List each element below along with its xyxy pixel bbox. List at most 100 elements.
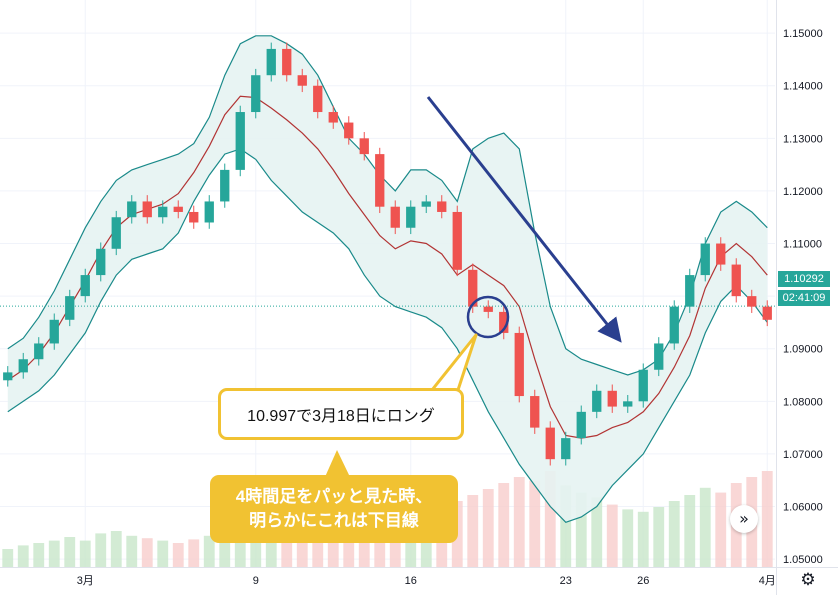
candle-body [747,296,757,307]
volume-bar [560,485,572,567]
candle-body [173,206,183,212]
candle-body [576,411,586,439]
candle-body [96,248,106,276]
volume-bar [622,509,634,567]
price-axis-border [776,0,777,595]
judgement-callout-line2: 明らかにこれは下目線 [249,511,419,530]
volume-bar [684,495,696,567]
y-tick-label: 1.07000 [783,449,823,461]
y-tick-label: 1.05000 [783,554,823,566]
judgement-callout-pointer [325,450,350,477]
candle-body [204,201,214,223]
volume-bar [219,531,231,567]
y-tick-label: 1.13000 [783,133,823,145]
y-tick-label: 1.12000 [783,186,823,198]
candle-body [111,217,121,249]
candle-body [80,275,90,297]
candle-body [700,243,710,276]
volume-bar [48,540,60,567]
candle-body [716,243,726,265]
volume-bar [64,537,76,567]
candle-body [685,275,695,307]
candle-body [18,359,28,373]
candle-body [390,206,400,228]
candle-body [127,201,137,218]
volume-bar [17,545,29,567]
candle-body [328,112,338,123]
judgement-callout: 4時間足をパッと見た時、 明らかにこれは下目線 [210,475,458,543]
volume-bar [157,540,169,567]
x-tick-label: 9 [253,575,259,587]
candle-body [142,201,152,218]
candle-body [235,112,245,170]
volume-bar [467,495,479,567]
volume-bar [234,526,246,567]
volume-bar [141,538,153,567]
gear-icon[interactable]: ⚙ [800,570,816,590]
y-tick-label: 1.09000 [783,344,823,356]
candle-body [158,206,168,218]
volume-bar [343,523,355,567]
volume-bar [312,531,324,567]
candle-body [282,48,292,76]
bar-countdown-tag: 02:41:09 [778,290,830,306]
judgement-callout-line1: 4時間足をパッと見た時、 [235,487,433,506]
candle-body [3,372,13,381]
volume-bar [482,489,494,567]
volume-bar [296,533,308,567]
downtrend-arrow [426,96,622,343]
candle-body [561,438,571,460]
candle-body [344,122,354,139]
candle-body [607,390,617,407]
bollinger-lower-line [7,148,768,523]
candle-body [359,138,369,155]
y-tick-label: 1.06000 [783,502,823,514]
candle-body [34,343,44,360]
candle-body [266,48,276,76]
candle-body [189,211,199,223]
candle-body [375,154,385,207]
volume-bar [529,480,541,567]
volume-bar [715,492,727,567]
volume-bar [126,535,138,567]
candle-body [483,306,493,312]
volume-bar [110,531,122,567]
volume-bar [637,511,649,567]
candle-body [530,396,540,428]
candle-body [514,332,524,397]
candle-body [468,269,478,307]
entry-circle [466,295,510,339]
volume-bar [591,497,603,567]
volume-bar [203,535,215,567]
time-axis-border [0,567,838,568]
candle-body [313,85,323,113]
scroll-to-realtime-button[interactable]: » [730,505,758,533]
volume-bar [575,492,587,567]
x-tick-label: 16 [405,575,417,587]
candle-body [762,306,772,320]
candle-body [65,296,75,320]
volume-bar [79,540,91,567]
y-tick-label: 1.08000 [783,396,823,408]
y-tick-label: 1.11000 [783,239,822,251]
volume-bar [172,543,184,567]
volume-bar [668,501,680,567]
time-axis[interactable]: 3月 9 16 23 26 4月 [77,575,776,587]
candle-body [638,369,648,402]
candle-body [452,211,462,270]
volume-bar [544,471,556,567]
bollinger-band-fill [7,35,768,523]
volume-bar [265,519,277,567]
volume-bar [2,549,14,567]
volume-bar [188,539,200,567]
y-tick-label: 1.14000 [783,81,823,93]
last-price-tag: 1.10292 [778,271,830,287]
candle-body [297,75,307,86]
candle-body [731,264,741,297]
volume-bar [33,543,45,567]
volume-bar [281,528,293,567]
volume-bar [699,487,711,567]
volume-bar [653,507,665,567]
candle-body [545,427,555,460]
volume-bar [498,483,510,567]
